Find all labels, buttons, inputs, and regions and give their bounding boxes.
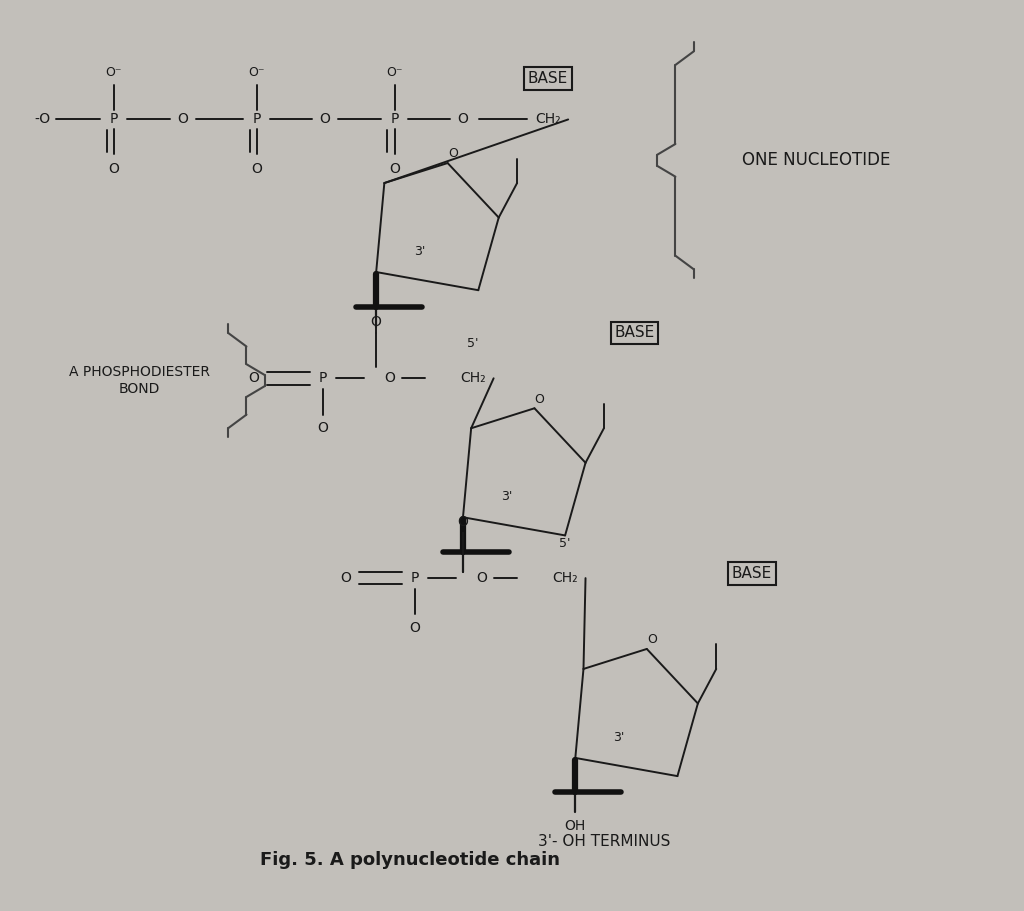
Text: BASE: BASE xyxy=(527,71,568,86)
Text: O: O xyxy=(384,372,395,385)
Text: 3': 3' xyxy=(613,731,625,743)
Text: O: O xyxy=(251,162,262,177)
Text: 5': 5' xyxy=(467,337,479,351)
Text: 3': 3' xyxy=(415,245,426,258)
Text: 5': 5' xyxy=(542,78,554,91)
Text: OH: OH xyxy=(564,819,586,833)
Text: P: P xyxy=(253,112,261,127)
Text: 3': 3' xyxy=(501,490,513,503)
Text: O: O xyxy=(535,393,545,405)
Text: -O: -O xyxy=(34,112,50,127)
Text: O: O xyxy=(447,148,458,160)
Text: P: P xyxy=(318,372,328,385)
Text: O: O xyxy=(317,421,329,435)
Text: O: O xyxy=(458,515,468,528)
Text: O: O xyxy=(389,162,400,177)
Text: O: O xyxy=(319,112,331,127)
Text: O: O xyxy=(109,162,119,177)
Text: O: O xyxy=(371,315,382,329)
Text: 5': 5' xyxy=(559,537,570,550)
Text: Fig. 5. A polynucleotide chain: Fig. 5. A polynucleotide chain xyxy=(260,851,560,869)
Text: O: O xyxy=(647,633,656,647)
Text: O: O xyxy=(458,112,468,127)
Text: P: P xyxy=(411,571,419,585)
Text: O: O xyxy=(410,621,421,635)
Text: O: O xyxy=(340,571,351,585)
Text: ONE NUCLEOTIDE: ONE NUCLEOTIDE xyxy=(741,151,890,169)
Text: O⁻: O⁻ xyxy=(249,66,265,78)
Text: O: O xyxy=(248,372,259,385)
Text: O: O xyxy=(178,112,188,127)
Text: A PHOSPHODIESTER
BOND: A PHOSPHODIESTER BOND xyxy=(69,365,210,395)
Text: P: P xyxy=(390,112,398,127)
Text: O: O xyxy=(476,571,486,585)
Text: CH₂: CH₂ xyxy=(461,372,486,385)
Text: CH₂: CH₂ xyxy=(535,112,560,127)
Text: BASE: BASE xyxy=(732,566,772,581)
Text: 3'- OH TERMINUS: 3'- OH TERMINUS xyxy=(538,834,670,849)
Text: O⁻: O⁻ xyxy=(386,66,402,78)
Text: BASE: BASE xyxy=(614,325,654,341)
Text: O⁻: O⁻ xyxy=(105,66,122,78)
Text: P: P xyxy=(110,112,118,127)
Text: CH₂: CH₂ xyxy=(552,571,578,585)
